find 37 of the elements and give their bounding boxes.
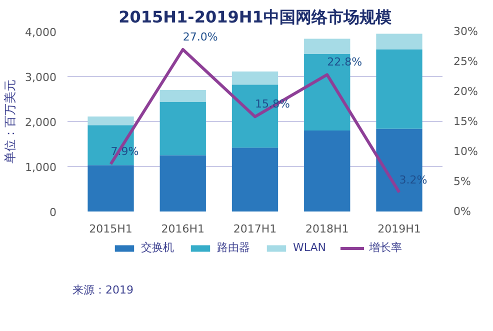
bar [304,38,350,54]
bar [160,155,206,212]
y-tick-label: 4,000 [25,26,57,39]
x-tick-label: 2018H1 [305,222,349,236]
bar [304,130,350,212]
y2-tick-label: 0% [454,205,471,218]
bar [376,34,422,50]
y2-tick-label: 15% [454,115,478,128]
y-tick-label: 3,000 [25,71,57,84]
bar [232,72,278,85]
legend-label: 交换机 [140,240,174,255]
data-label: 27.0% [182,30,218,44]
chart-title: 2015H1-2019H1中国网络市场规模 [118,8,392,26]
y2-tick-label: 25% [454,55,478,68]
y-tick-label: 1,000 [25,161,57,174]
x-tick-label: 2016H1 [161,222,205,236]
x-tick-label: 2019H1 [378,222,421,236]
bar [160,102,206,156]
bar [88,116,134,126]
y-axis-title: 单位：百万美元 [3,80,18,164]
bar [376,50,422,129]
y2-tick-label: 10% [454,145,478,158]
y-tick-label: 0 [50,206,56,219]
bar [160,90,206,102]
legend-label: 路由器 [216,240,250,255]
y2-tick-label: 5% [454,175,471,188]
legend-label: 增长率 [369,240,402,255]
bar [88,165,134,212]
source-note: 来源：2019 [72,284,134,296]
y2-tick-label: 20% [454,85,478,98]
legend-label: WLAN [292,241,326,254]
x-tick-label: 2015H1 [89,222,132,236]
y2-tick-label: 30% [454,25,478,38]
y-tick-label: 2,000 [25,116,57,129]
line-series [109,48,401,194]
bar [232,148,278,212]
x-tick-label: 2017H1 [233,222,277,236]
